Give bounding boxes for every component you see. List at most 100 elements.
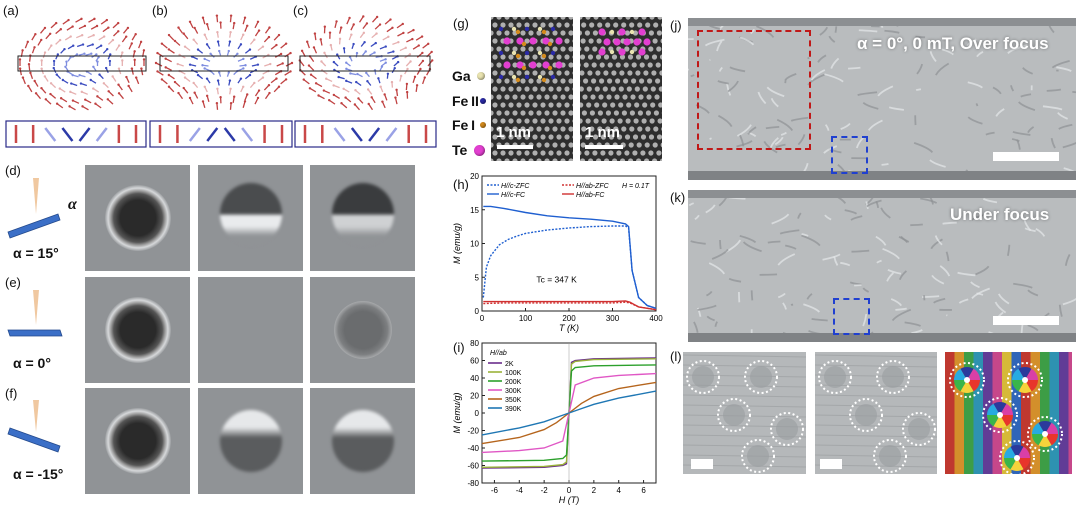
scan-streak — [815, 394, 937, 398]
spin-arrow-head — [365, 22, 369, 25]
atom-column — [600, 134, 607, 140]
atom-highlight — [511, 74, 517, 80]
color-wheel-sector — [1025, 380, 1038, 392]
stripe-domain — [898, 270, 907, 281]
scan-streak — [683, 404, 806, 408]
y-tick-label: -60 — [467, 462, 479, 471]
spin-arrow-head — [216, 87, 219, 90]
stripe-domain — [714, 321, 718, 327]
spin-arrow-head — [312, 46, 316, 49]
x-tick-label: 300 — [606, 314, 620, 323]
atom-column — [560, 158, 566, 161]
atom-highlight — [603, 38, 611, 46]
y-axis-label: M (emu/g) — [452, 223, 462, 264]
ltem-skyrmion-ring — [105, 185, 171, 251]
atom-column — [580, 30, 582, 36]
spin-arrow-head — [256, 96, 260, 100]
atom-column — [532, 150, 538, 156]
spin-arrow-head — [71, 25, 74, 28]
atom-column — [496, 158, 502, 161]
spin-arrow-head — [390, 80, 394, 84]
tilt-label-neg15: α = -15° — [13, 466, 64, 482]
stripe-domain — [975, 102, 979, 107]
atom-column — [580, 86, 584, 92]
atom-column — [596, 158, 602, 161]
stripe-domain — [769, 137, 779, 148]
spin-arrow-head — [345, 79, 348, 83]
strip-arrow — [385, 127, 398, 142]
stripe-domain — [840, 122, 851, 130]
skyrmion-marker — [849, 398, 883, 432]
ltem-skyrmion-split — [220, 183, 282, 245]
atom-column — [492, 102, 498, 108]
atom-column — [572, 119, 573, 123]
ltem-tile-r3-c3 — [310, 388, 415, 494]
spin-arrow-head — [375, 32, 378, 35]
atom-column — [635, 70, 641, 76]
stripe-domain — [1042, 105, 1063, 111]
atom-column — [657, 17, 662, 20]
spin-arrow-head — [279, 52, 283, 56]
atom-column — [492, 22, 498, 28]
stripe-domain — [884, 29, 900, 34]
spin-arrow-head — [59, 97, 63, 100]
atom-column — [540, 86, 546, 92]
atom-column — [508, 150, 514, 156]
spin-arrow-head — [228, 79, 232, 82]
spin-arrow-head — [183, 45, 187, 48]
spin-arrow-head — [242, 57, 245, 61]
spin-arrow-head — [164, 66, 167, 69]
atom-column — [500, 70, 506, 76]
colormap-stripe — [1030, 352, 1040, 474]
spin-arrow-head — [420, 35, 424, 38]
spin-arrow-head — [164, 57, 167, 60]
atom-column — [508, 70, 514, 76]
atom-column — [492, 38, 498, 44]
strip-arrow — [206, 127, 219, 142]
atom-column — [504, 158, 510, 161]
spin-arrow-head — [284, 78, 288, 81]
atom-column — [552, 30, 558, 36]
atom-column — [568, 78, 573, 84]
spin-arrow-head — [215, 14, 219, 17]
stripe-domain — [779, 229, 800, 235]
atom-column — [512, 110, 518, 116]
stripe-domain — [716, 40, 723, 52]
zoom-box-red — [697, 30, 811, 150]
spin-arrow-head — [277, 85, 281, 88]
atom-column — [592, 134, 599, 140]
y-tick-label: 5 — [475, 273, 480, 282]
atom-column — [520, 126, 526, 132]
atom-column — [631, 62, 637, 68]
spin-arrow-head — [125, 75, 128, 79]
atom-column — [583, 62, 589, 68]
atom-highlight — [598, 48, 606, 56]
skyrmion-marker — [902, 412, 936, 446]
spin-arrow-head — [29, 71, 32, 75]
stripe-domain — [1057, 112, 1068, 120]
stripe-domain — [976, 51, 984, 58]
element-fe-ii: Fe II — [452, 93, 479, 109]
atom-column — [528, 30, 534, 36]
legend-label: H//c-ZFC — [501, 183, 530, 190]
atom-highlight — [529, 37, 537, 45]
spin-arrow-head — [83, 52, 86, 55]
atom-column — [581, 126, 587, 132]
spin-arrow-head — [40, 38, 43, 42]
spin-arrow-head — [196, 73, 200, 77]
atom-column — [548, 54, 554, 60]
atom-column — [544, 46, 550, 52]
strip-arrow — [61, 127, 74, 142]
atom-column — [536, 158, 542, 161]
spin-arrow-head — [229, 101, 233, 105]
atom-column — [652, 142, 658, 148]
y-tick-label: 10 — [470, 240, 479, 249]
spin-arrow-head — [69, 35, 72, 38]
spin-arrow-head — [111, 38, 115, 42]
atom-column — [616, 150, 622, 156]
panel-label-b: (b) — [152, 3, 168, 18]
stripe-domain — [982, 198, 998, 204]
atom-column — [580, 46, 582, 52]
atom-column — [634, 102, 640, 108]
scalebar-right — [585, 145, 623, 149]
